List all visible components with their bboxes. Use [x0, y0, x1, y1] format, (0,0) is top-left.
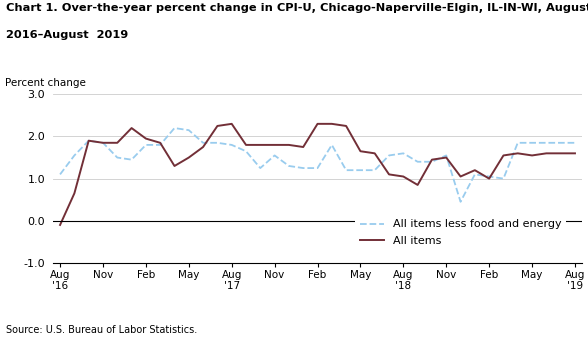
Text: Chart 1. Over-the-year percent change in CPI-U, Chicago-Naperville-Elgin, IL-IN-: Chart 1. Over-the-year percent change in…	[6, 3, 588, 13]
All items	[443, 156, 450, 160]
All items less food and energy	[443, 153, 450, 157]
Line: All items: All items	[60, 124, 575, 225]
All items less food and energy	[171, 126, 178, 130]
All items less food and energy	[557, 141, 564, 145]
All items	[113, 141, 121, 145]
All items	[271, 143, 278, 147]
All items less food and energy	[113, 156, 121, 160]
All items less food and energy	[271, 153, 278, 157]
All items	[257, 143, 264, 147]
All items	[543, 151, 550, 155]
All items	[486, 177, 493, 181]
All items	[171, 164, 178, 168]
All items	[514, 151, 522, 155]
All items less food and energy	[156, 143, 163, 147]
All items less food and energy	[142, 143, 149, 147]
All items	[71, 191, 78, 195]
All items	[572, 151, 579, 155]
All items less food and energy	[386, 153, 393, 157]
All items less food and energy	[429, 160, 436, 164]
All items less food and energy	[543, 141, 550, 145]
All items	[85, 139, 92, 143]
All items	[472, 168, 479, 172]
All items less food and energy	[500, 177, 507, 181]
All items	[199, 145, 206, 149]
All items less food and energy	[257, 166, 264, 170]
All items	[500, 153, 507, 157]
Text: 2016–August  2019: 2016–August 2019	[6, 30, 128, 40]
All items less food and energy	[457, 200, 464, 204]
All items less food and energy	[228, 143, 235, 147]
All items	[242, 143, 249, 147]
All items less food and energy	[486, 175, 493, 179]
All items	[228, 122, 235, 126]
All items	[357, 149, 364, 153]
All items less food and energy	[572, 141, 579, 145]
All items less food and energy	[99, 141, 106, 145]
All items	[128, 126, 135, 130]
All items	[56, 223, 64, 227]
All items less food and energy	[514, 141, 522, 145]
All items less food and energy	[371, 168, 378, 172]
All items	[414, 183, 421, 187]
Text: Percent change: Percent change	[5, 78, 86, 88]
All items less food and energy	[328, 143, 335, 147]
All items less food and energy	[300, 166, 307, 170]
All items	[328, 122, 335, 126]
All items less food and energy	[314, 166, 321, 170]
All items less food and energy	[128, 158, 135, 162]
All items	[429, 158, 436, 162]
All items less food and energy	[199, 141, 206, 145]
All items	[400, 175, 407, 179]
All items	[214, 124, 221, 128]
All items	[386, 173, 393, 177]
All items less food and energy	[357, 168, 364, 172]
All items less food and energy	[400, 151, 407, 155]
All items	[557, 151, 564, 155]
Text: Source: U.S. Bureau of Labor Statistics.: Source: U.S. Bureau of Labor Statistics.	[6, 325, 197, 335]
All items	[99, 141, 106, 145]
Legend: All items less food and energy, All items: All items less food and energy, All item…	[355, 215, 566, 251]
All items less food and energy	[71, 153, 78, 157]
All items less food and energy	[472, 173, 479, 177]
All items	[300, 145, 307, 149]
Line: All items less food and energy: All items less food and energy	[60, 128, 575, 202]
All items	[529, 153, 536, 157]
All items less food and energy	[414, 160, 421, 164]
All items	[285, 143, 292, 147]
All items less food and energy	[529, 141, 536, 145]
All items	[185, 156, 192, 160]
All items	[314, 122, 321, 126]
All items less food and energy	[85, 139, 92, 143]
All items	[343, 124, 350, 128]
All items	[156, 141, 163, 145]
All items less food and energy	[242, 149, 249, 153]
All items less food and energy	[56, 173, 64, 177]
All items less food and energy	[214, 141, 221, 145]
All items less food and energy	[185, 128, 192, 132]
All items less food and energy	[285, 164, 292, 168]
All items less food and energy	[343, 168, 350, 172]
All items	[457, 175, 464, 179]
All items	[142, 136, 149, 141]
All items	[371, 151, 378, 155]
